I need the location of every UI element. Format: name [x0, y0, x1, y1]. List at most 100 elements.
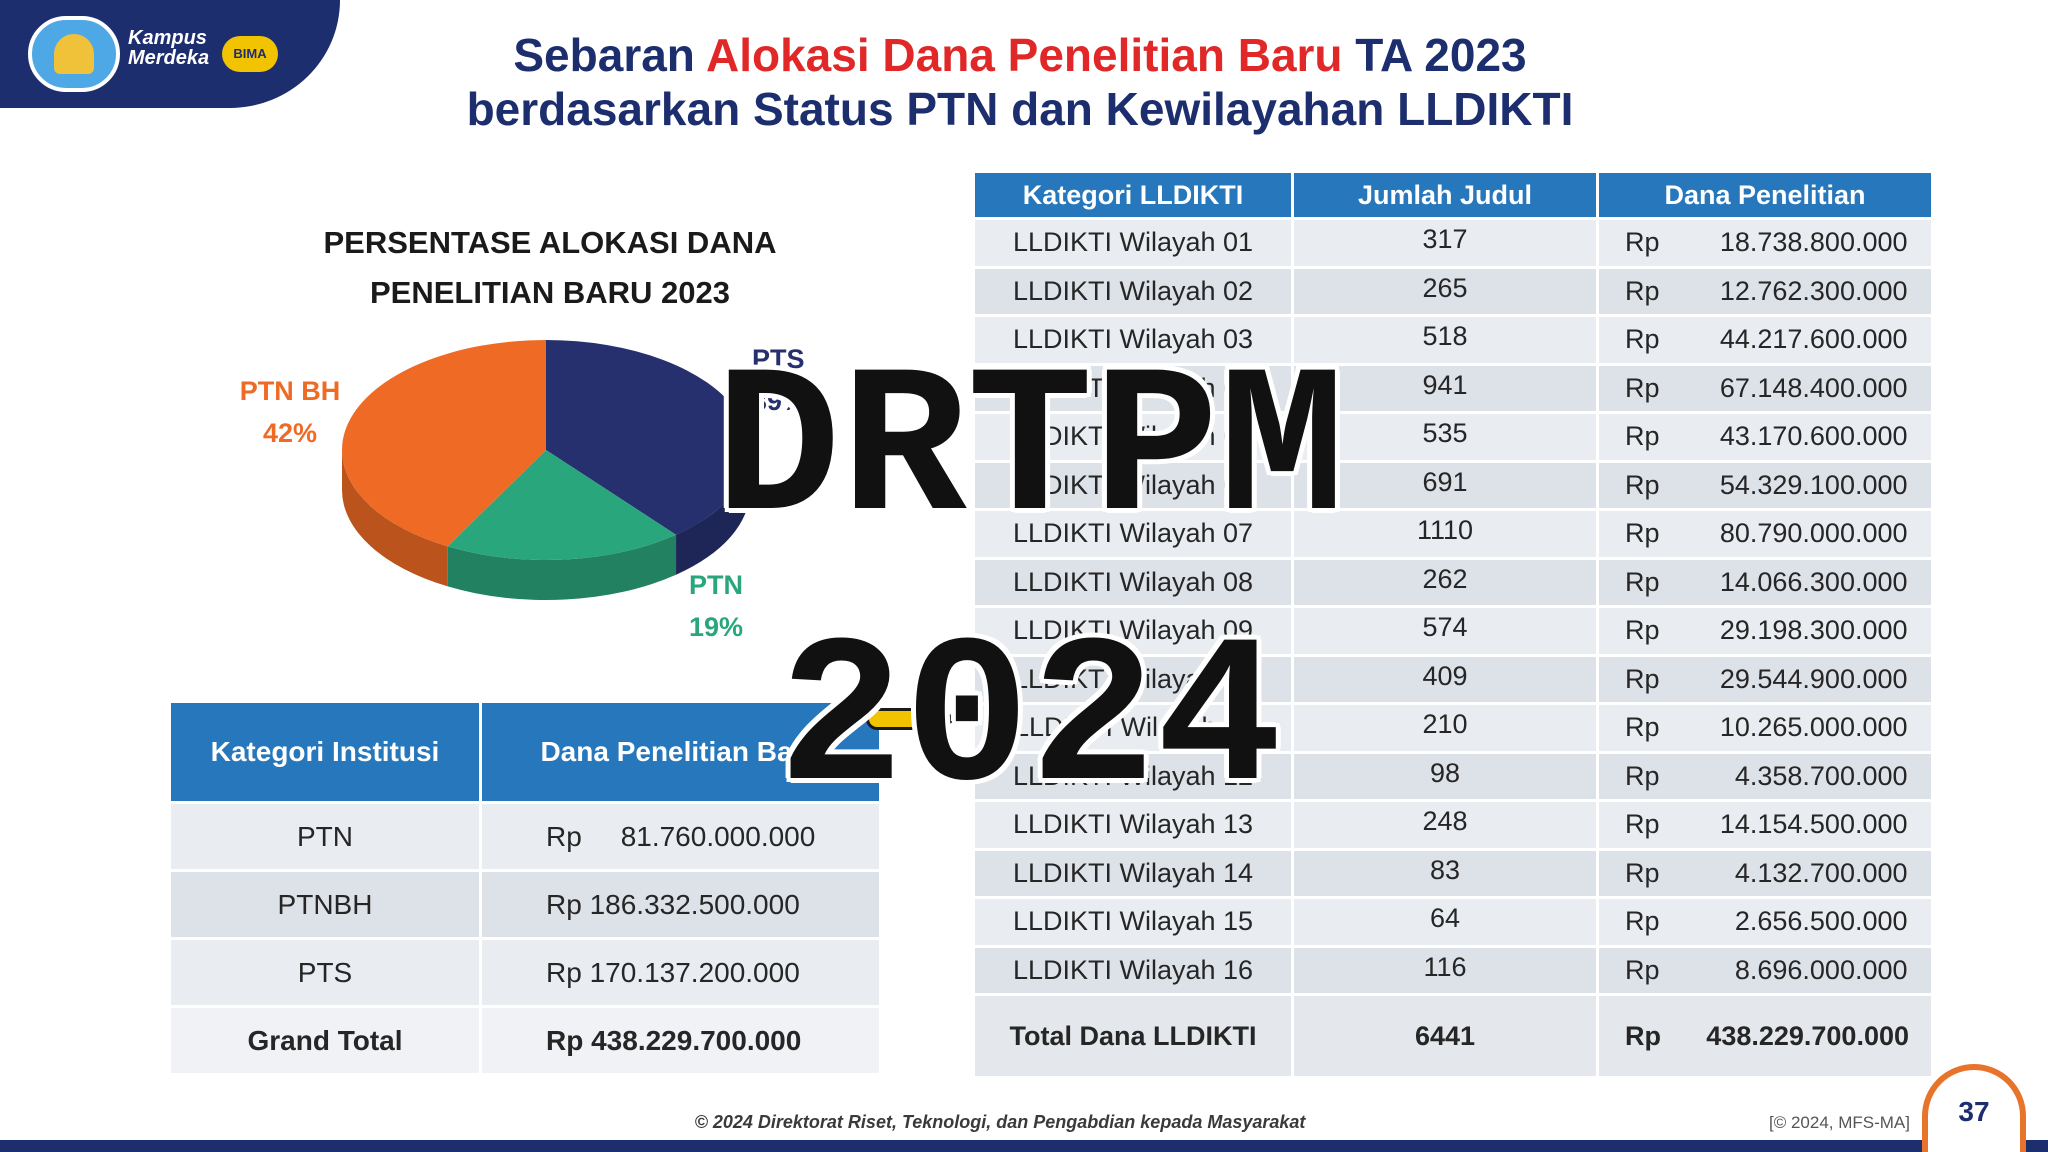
lld-wilayah: LLDIKTI Wilayah 07 — [975, 511, 1291, 557]
lld-wilayah: LLDIKTI Wilayah 09 — [975, 608, 1291, 654]
footer-text: © 2024 Direktorat Riset, Teknologi, dan … — [694, 1112, 1306, 1132]
lld-judul: 691 — [1294, 462, 1596, 508]
inst-total-label: Grand Total — [171, 1008, 479, 1073]
rp-label: Rp — [1625, 518, 1660, 549]
bottom-bar — [0, 1140, 2048, 1152]
inst-total-dana: Rp 438.229.700.000 — [482, 1008, 879, 1073]
institution-table: Kategori Institusi Dana Penelitian Baru … — [168, 700, 882, 1076]
lld-judul: 574 — [1294, 608, 1596, 654]
table-row: LLDIKTI Wilayah 02 265 Rp 12.762.300.000 — [975, 268, 1931, 314]
lld-wilayah: LLDIKTI Wilayah 08 — [975, 559, 1291, 605]
lld-judul: 64 — [1294, 899, 1596, 945]
copyright-text: [© 2024, MFS-MA] — [1768, 1113, 1910, 1132]
slide-title: Sebaran Alokasi Dana Penelitian Baru TA … — [340, 28, 1700, 136]
table-row: LLDIKTI Wilayah 06 691 Rp 54.329.100.000 — [975, 462, 1931, 508]
rp-label: Rp — [1625, 421, 1660, 452]
lld-dana: Rp 8.696.000.000 — [1599, 947, 1931, 993]
lld-judul: 941 — [1294, 365, 1596, 411]
lld-amount: 8.696.000.000 — [1734, 954, 1908, 985]
lld-header-kategori: Kategori LLDIKTI — [975, 173, 1291, 217]
lld-amount: 4.358.700.000 — [1734, 760, 1908, 791]
lld-amount: 14.066.300.000 — [1719, 566, 1908, 597]
lld-amount: 10.265.000.000 — [1719, 712, 1908, 743]
rp-label: Rp — [1625, 760, 1660, 791]
pie-label-pts: PTS 39% — [752, 344, 806, 416]
table-total-row: Total Dana LLDIKTI 6441 Rp 438.229.700.00… — [975, 996, 1931, 1076]
pie-label-ptn-bh: PTN BH 42% — [240, 376, 341, 448]
table-row: LLDIKTI Wilayah 12 98 Rp 4.358.700.000 — [975, 753, 1931, 799]
inst-dana: Rp 81.760.000.000 — [482, 804, 879, 869]
lld-dana: Rp 43.170.600.000 — [1599, 414, 1931, 460]
lld-dana: Rp 80.790.000.000 — [1599, 511, 1931, 557]
table-row: LLDIKTI Wilayah 09 574 Rp 29.198.300.000 — [975, 608, 1931, 654]
table-row: LLDIKTI Wilayah 16 116 Rp 8.696.000.000 — [975, 947, 1931, 993]
lld-wilayah: LLDIKTI Wilayah 14 — [975, 850, 1291, 896]
lld-judul: 248 — [1294, 802, 1596, 848]
lld-dana: Rp 4.358.700.000 — [1599, 753, 1931, 799]
table-row: PTNBH Rp 186.332.500.000 — [171, 872, 879, 937]
lld-dana: Rp 29.198.300.000 — [1599, 608, 1931, 654]
lld-total-label: Total Dana LLDIKTI — [975, 996, 1291, 1076]
lld-total-judul: 6441 — [1294, 996, 1596, 1076]
lld-header-dana: Dana Penelitian — [1599, 173, 1931, 217]
rp-label: Rp — [1625, 566, 1660, 597]
lld-wilayah: LLDIKTI Wilayah 13 — [975, 802, 1291, 848]
inst-kategori: PTN — [171, 804, 479, 869]
rp-label: Rp — [1625, 615, 1660, 646]
lld-amount: 80.790.000.000 — [1719, 518, 1908, 549]
lld-wilayah: LLDIKTI Wilayah 12 — [975, 753, 1291, 799]
rp-label: Rp — [1625, 663, 1660, 694]
pie-slice-ptn-bh — [342, 340, 546, 547]
tut-wuri-handayani-logo-icon — [28, 16, 120, 92]
lld-judul: 116 — [1294, 947, 1596, 993]
rp-label: Rp — [1625, 954, 1660, 985]
inst-dana: Rp 186.332.500.000 — [482, 872, 879, 937]
lld-dana: Rp 44.217.600.000 — [1599, 317, 1931, 363]
bima-badge: BIMA — [222, 36, 278, 72]
table-row: LLDIKTI Wilayah 03 518 Rp 44.217.600.000 — [975, 317, 1931, 363]
lld-judul: 210 — [1294, 705, 1596, 751]
inst-dana: Rp 170.137.200.000 — [482, 940, 879, 1005]
lld-judul: 518 — [1294, 317, 1596, 363]
lld-total-amount: 438.229.700.000 — [1706, 1020, 1909, 1051]
rp-label: Rp — [1625, 809, 1660, 840]
rp-label: Rp — [1625, 469, 1660, 500]
table-row: LLDIKTI Wilayah 01 317 Rp 18.738.800.000 — [975, 220, 1931, 266]
lld-amount: 67.148.400.000 — [1719, 372, 1908, 403]
page-number: 37 — [1922, 1064, 2026, 1152]
inst-header-kategori: Kategori Institusi — [171, 703, 479, 801]
lld-amount: 2.656.500.000 — [1734, 906, 1908, 937]
rp-label: Rp — [1625, 227, 1660, 258]
lld-wilayah: LLDIKTI Wilayah 11 — [975, 705, 1291, 751]
table-row: LLDIKTI Wilayah 08 262 Rp 14.066.300.000 — [975, 559, 1931, 605]
table-row: PTN Rp 81.760.000.000 — [171, 804, 879, 869]
lld-dana: Rp 14.154.500.000 — [1599, 802, 1931, 848]
pie-label-ptn: PTN 19% — [689, 570, 743, 642]
lld-amount: 4.132.700.000 — [1734, 857, 1908, 888]
lld-amount: 12.762.300.000 — [1719, 275, 1908, 306]
lld-amount: 44.217.600.000 — [1719, 324, 1908, 355]
lld-amount: 43.170.600.000 — [1719, 421, 1908, 452]
lld-amount: 29.198.300.000 — [1719, 615, 1908, 646]
table-row: LLDIKTI Wilayah 05 535 Rp 43.170.600.000 — [975, 414, 1931, 460]
pie-side-ptn-bh — [342, 450, 448, 587]
table-total-row: Grand Total Rp 438.229.700.000 — [171, 1008, 879, 1073]
lld-wilayah: LLDIKTI Wilayah 15 — [975, 899, 1291, 945]
lld-wilayah: LLDIKTI Wilayah 10 — [975, 656, 1291, 702]
table-row: LLDIKTI Wilayah 15 64 Rp 2.656.500.000 — [975, 899, 1931, 945]
lld-judul: 265 — [1294, 268, 1596, 314]
lld-amount: 18.738.800.000 — [1719, 227, 1908, 258]
title-line-2: berdasarkan Status PTN dan Kewilayahan L… — [466, 83, 1574, 135]
lld-wilayah: LLDIKTI Wilayah 01 — [975, 220, 1291, 266]
lld-wilayah: LLDIKTI Wilayah 06 — [975, 462, 1291, 508]
title-accent: Alokasi Dana Penelitian Baru — [705, 29, 1343, 81]
table-row: LLDIKTI Wilayah 04 941 Rp 67.148.400.000 — [975, 365, 1931, 411]
lld-judul: 1110 — [1294, 511, 1596, 557]
rp-label: Rp — [1625, 1020, 1661, 1051]
rp-label: Rp — [1625, 857, 1660, 888]
lld-dana: Rp 14.066.300.000 — [1599, 559, 1931, 605]
lld-dana: Rp 67.148.400.000 — [1599, 365, 1931, 411]
lld-dana: Rp 29.544.900.000 — [1599, 656, 1931, 702]
lld-amount: 29.544.900.000 — [1719, 663, 1908, 694]
pie-side-pts — [676, 450, 750, 575]
